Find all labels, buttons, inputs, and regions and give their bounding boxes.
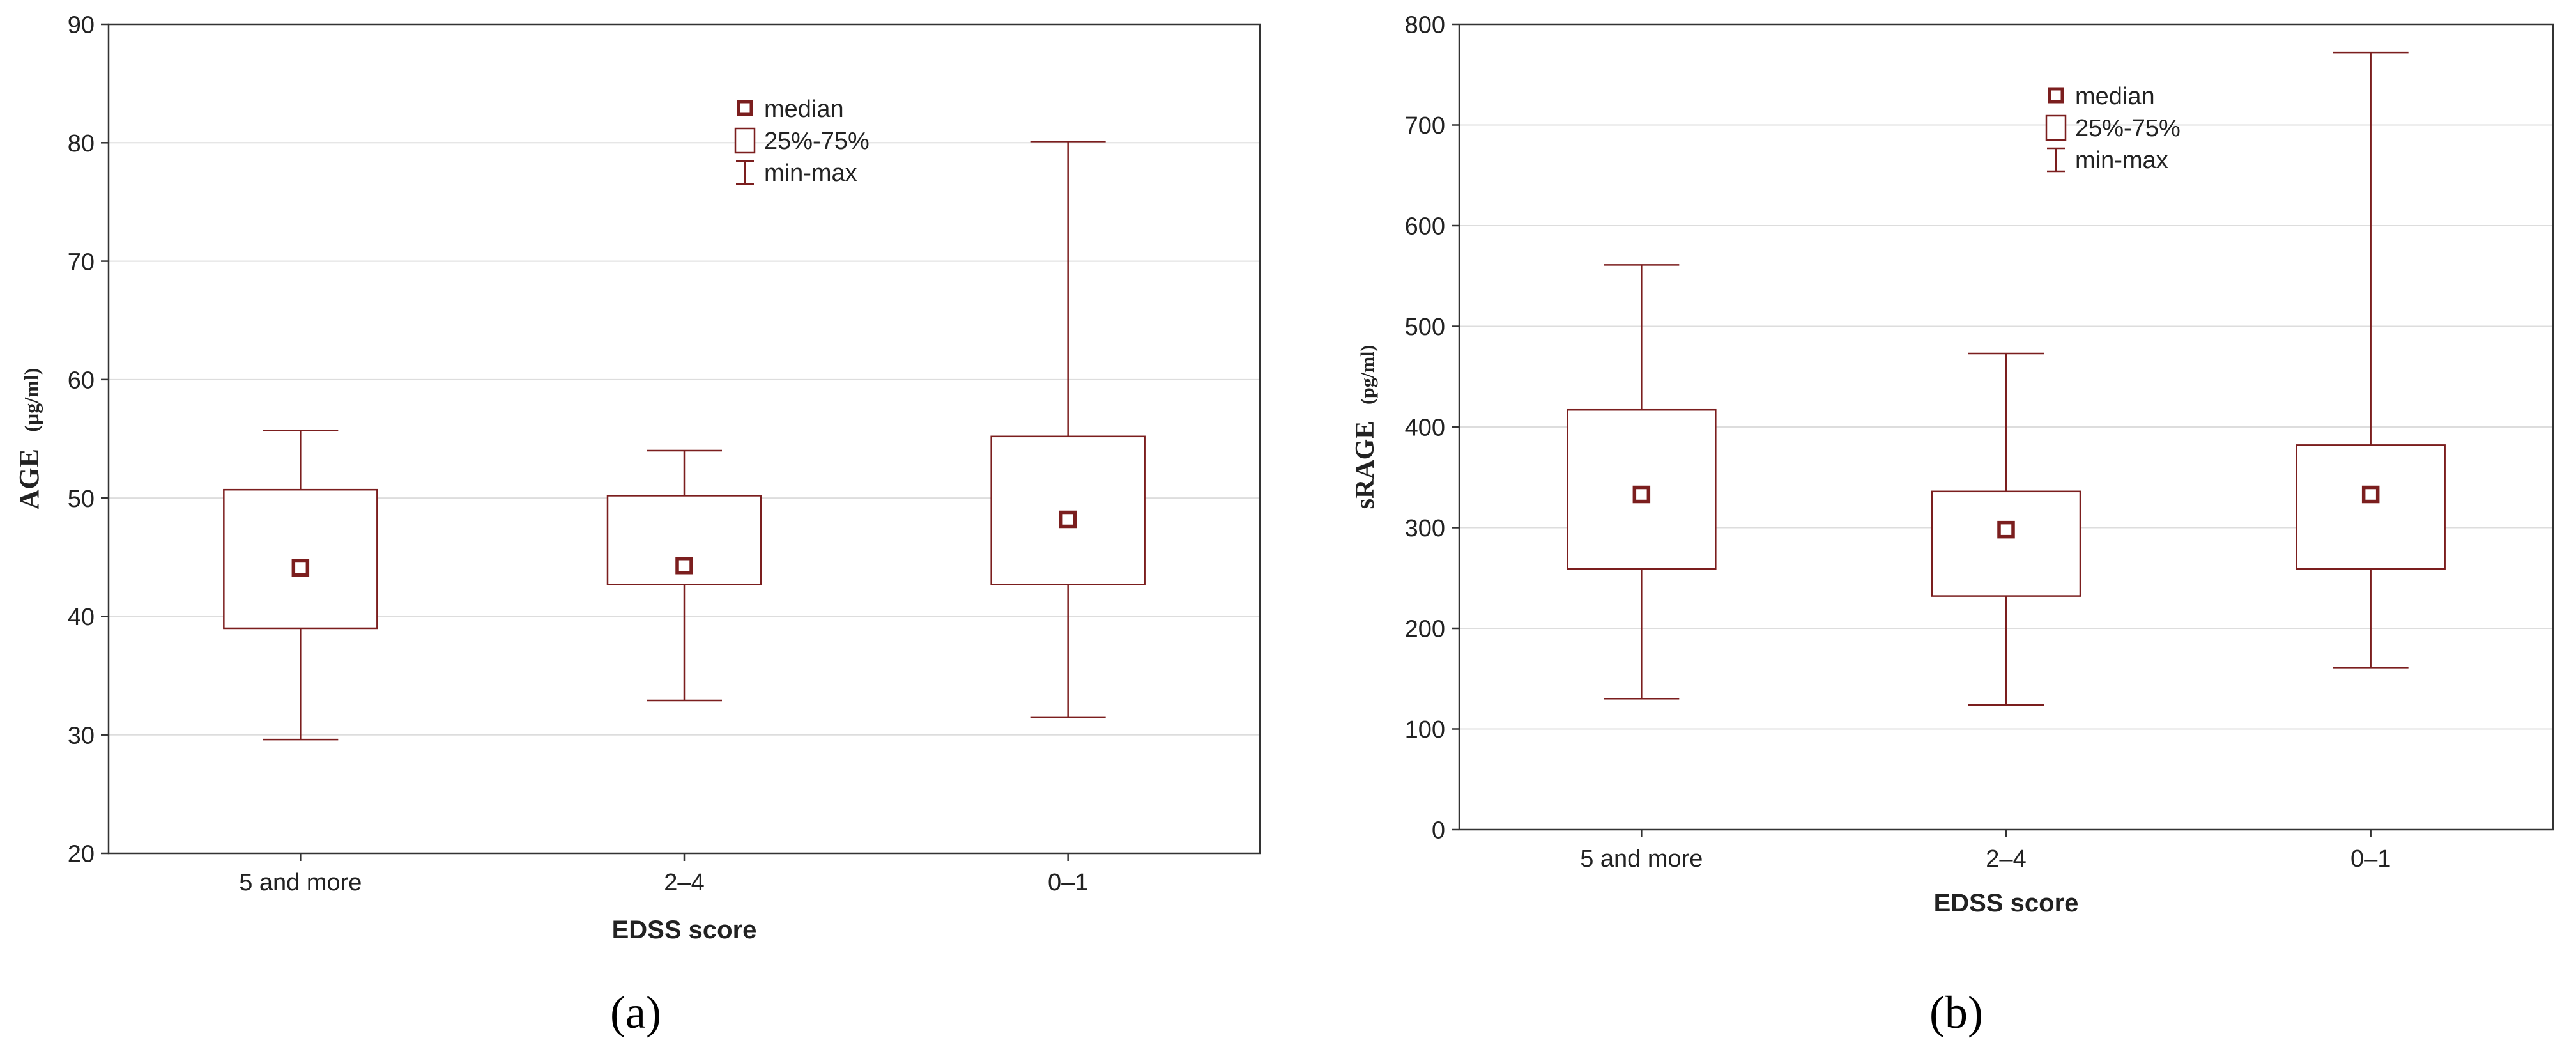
y-tick-label: 20 xyxy=(68,841,95,868)
y-tick-label: 600 xyxy=(1405,213,1445,240)
legend-whisker-marker xyxy=(736,160,754,185)
iqr-box xyxy=(2296,444,2446,570)
legend-whisker-label: min-max xyxy=(2075,147,2168,174)
y-axis-label-main: sRAGE xyxy=(1351,421,1380,509)
y-tick-label: 400 xyxy=(1405,415,1445,442)
box-plot xyxy=(1931,352,2082,706)
legend-median-marker xyxy=(737,100,753,116)
median-marker xyxy=(1997,520,2015,539)
median-marker xyxy=(291,559,310,577)
legend-iqr-label: 25%-75% xyxy=(2075,115,2181,142)
panel-label-a: (a) xyxy=(610,987,661,1038)
y-axis-label: sRAGE (pg/ml) xyxy=(1349,345,1380,509)
x-tick-label: 5 and more xyxy=(239,869,362,896)
y-axis-label: AGE (µg/ml) xyxy=(13,368,45,510)
iqr-box xyxy=(1931,490,2082,597)
x-axis-ticks: 5 and more 2–4 0–1 xyxy=(239,853,1088,896)
box-plot xyxy=(223,430,378,741)
chart-panel-a: 20 30 40 50 60 70 80 90 5 and more 2–4 0–1 AGE (µ… xyxy=(13,12,1261,1038)
x-tick-label: 0–1 xyxy=(2350,846,2391,872)
y-tick-label: 800 xyxy=(1405,12,1445,39)
y-tick-label: 70 xyxy=(68,249,95,275)
box-series xyxy=(223,141,1146,741)
iqr-box xyxy=(990,435,1146,585)
box-plot xyxy=(1567,264,1717,700)
x-tick-label: 0–1 xyxy=(1048,869,1088,896)
box-plot xyxy=(2296,51,2446,669)
y-axis-ticks: 0 100 200 300 400 500 600 700 800 xyxy=(1405,12,1459,844)
median-marker xyxy=(1059,510,1077,529)
box-series xyxy=(1567,51,2446,706)
legend-whisker-label: min-max xyxy=(764,160,857,187)
y-tick-label: 60 xyxy=(68,368,95,394)
y-axis-label-main: AGE xyxy=(13,449,45,509)
x-axis-ticks: 5 and more 2–4 0–1 xyxy=(1580,830,2391,872)
box-plot xyxy=(606,449,762,702)
x-axis-label: EDSS score xyxy=(1934,889,2079,917)
box-plot xyxy=(990,141,1146,718)
y-tick-label: 90 xyxy=(68,12,95,39)
y-tick-label: 300 xyxy=(1405,515,1445,542)
y-axis-label-unit: (pg/ml) xyxy=(1357,345,1378,405)
y-tick-label: 80 xyxy=(68,130,95,157)
y-tick-label: 40 xyxy=(68,604,95,631)
x-tick-label: 2–4 xyxy=(664,869,704,896)
legend: median 25%-75% min-max xyxy=(2045,83,2181,174)
legend-median-label: median xyxy=(764,96,844,123)
y-tick-label: 0 xyxy=(1432,818,1445,844)
legend-whisker-marker xyxy=(2047,147,2065,173)
iqr-box xyxy=(223,488,378,630)
legend-median-label: median xyxy=(2075,83,2155,110)
chart-panel-b: 0 100 200 300 400 500 600 700 800 5 and more 2–4 0… xyxy=(1349,12,2554,1038)
y-axis-label-unit: (µg/ml) xyxy=(20,368,43,432)
legend: median 25%-75% min-max xyxy=(734,96,870,187)
y-tick-label: 700 xyxy=(1405,112,1445,139)
y-axis-ticks: 20 30 40 50 60 70 80 90 xyxy=(68,12,109,868)
legend-iqr-label: 25%-75% xyxy=(764,128,870,155)
y-tick-label: 50 xyxy=(68,486,95,513)
x-tick-label: 2–4 xyxy=(1986,846,2026,872)
panel-label-b: (b) xyxy=(1929,987,1983,1038)
legend-iqr-marker xyxy=(2045,114,2067,141)
y-tick-label: 30 xyxy=(68,722,95,749)
x-axis-label: EDSS score xyxy=(612,916,757,944)
median-marker xyxy=(675,557,693,575)
median-marker xyxy=(1632,485,1651,504)
median-marker xyxy=(2361,485,2380,504)
y-tick-label: 100 xyxy=(1405,717,1445,743)
legend-median-marker xyxy=(2048,87,2064,104)
x-tick-label: 5 and more xyxy=(1580,846,1703,872)
y-tick-label: 500 xyxy=(1405,314,1445,341)
y-tick-label: 200 xyxy=(1405,616,1445,643)
legend-iqr-marker xyxy=(734,127,756,154)
